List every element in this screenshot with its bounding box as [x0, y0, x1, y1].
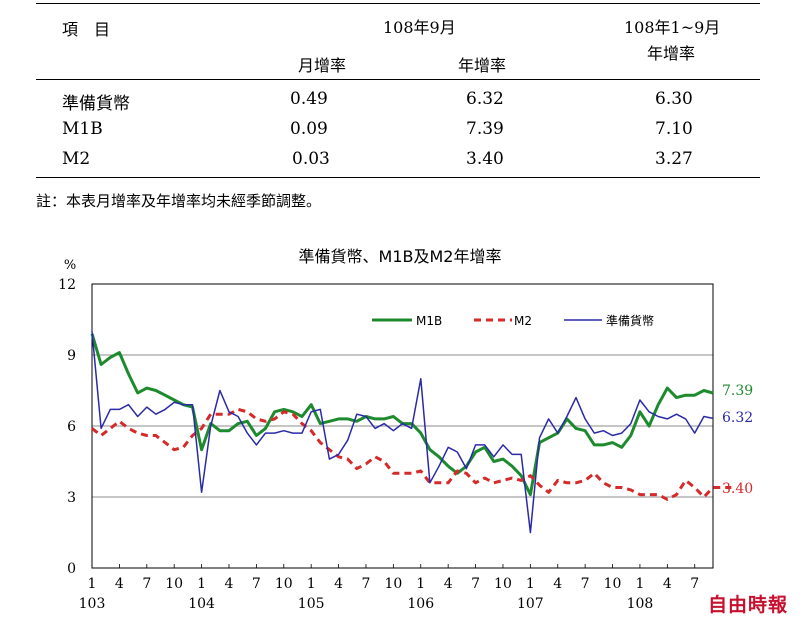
x-tick-label: 4: [115, 576, 124, 592]
series-line-reserve: [91, 331, 714, 534]
header-yearly: 年增率: [458, 56, 507, 75]
series-line-m1b: [90, 333, 714, 497]
end-label-m1b: 7.39: [722, 383, 753, 399]
grid-lines: [92, 354, 713, 498]
year-label: 104: [188, 596, 215, 612]
x-tick-label: 7: [471, 576, 480, 592]
x-tick-label: 4: [225, 576, 234, 592]
cell-yearly: 6.32: [466, 89, 504, 109]
legend-label-m1b: M1B: [416, 314, 442, 328]
plot-frame: [91, 283, 714, 569]
x-tick-label: 7: [252, 576, 261, 592]
year-label: 103: [79, 596, 106, 612]
year-label: 107: [517, 596, 544, 612]
y-tick-label: 0: [67, 561, 76, 577]
x-tick-label: 1: [635, 576, 644, 592]
end-value-labels: 7.39 6.32 3.40: [722, 383, 753, 497]
year-label: 108: [627, 596, 654, 612]
header-period-ytd: 108年1~9月: [624, 18, 721, 37]
cell-yearly: 7.39: [466, 119, 504, 139]
x-tick-label: 10: [275, 576, 293, 592]
x-tick-label: 7: [142, 576, 151, 592]
legend-label-m2: M2: [514, 314, 532, 328]
x-tick-label: 7: [581, 576, 590, 592]
x-tick-label: 1: [197, 576, 206, 592]
header-period-month: 108年9月: [383, 18, 456, 37]
y-tick-label: 3: [67, 490, 76, 506]
x-tick-label: 1: [526, 576, 535, 592]
x-tick-label: 4: [553, 576, 562, 592]
end-label-m2: 3.40: [722, 481, 753, 497]
legend: M1B M2 準備貨幣: [372, 313, 654, 328]
y-axis-unit: %: [64, 258, 76, 273]
y-tick-label: 6: [67, 419, 76, 435]
table-top-rule: [36, 3, 760, 4]
cell-ytd: 3.27: [655, 149, 693, 169]
x-tick-label: 10: [165, 576, 183, 592]
x-tick-label: 4: [334, 576, 343, 592]
series-lines: [90, 331, 732, 534]
row-label: 準備貨幣: [62, 94, 130, 114]
year-label: 105: [298, 596, 325, 612]
y-tick-label: 12: [58, 277, 76, 293]
year-label: 106: [407, 596, 434, 612]
x-tick-label: 4: [444, 576, 453, 592]
cell-monthly: 0.49: [290, 89, 328, 109]
x-tick-label: 7: [690, 576, 699, 592]
legend-label-reserve: 準備貨幣: [606, 313, 654, 328]
x-tick-label: 1: [307, 576, 316, 592]
watermark-logo: 自由時報: [708, 594, 789, 616]
header-monthly: 月增率: [298, 56, 347, 75]
end-label-reserve: 6.32: [722, 410, 753, 426]
table-header-rule: [36, 79, 760, 80]
x-tick-label: 10: [604, 576, 622, 592]
cell-monthly: 0.09: [290, 119, 328, 139]
table-note: 註：本表月增率及年增率均未經季節調整。: [36, 192, 322, 210]
x-tick-label: 10: [494, 576, 512, 592]
y-axis: 0 3 6 9 12: [58, 277, 76, 577]
x-tick-label: 4: [663, 576, 672, 592]
cell-ytd: 6.30: [655, 89, 693, 109]
chart-title: 準備貨幣、M1B及M2年增率: [299, 247, 502, 266]
x-tick-label: 10: [384, 576, 402, 592]
x-tick-label: 7: [362, 576, 371, 592]
row-label: M1B: [62, 119, 103, 139]
header-item: 項 目: [62, 20, 111, 39]
table-bottom-rule: [36, 177, 760, 178]
row-label: M2: [62, 149, 91, 169]
x-tick-label: 1: [416, 576, 425, 592]
y-tick-label: 9: [67, 348, 76, 364]
x-axis: 1 4 7 10 1 4 7 10 1 4 7 10 1 4 7 10 1 4 7 10 1 4 7 103 104 105 106…: [79, 564, 699, 612]
x-tick-label: 1: [88, 576, 97, 592]
header-ytd-yearly: 年增率: [647, 44, 696, 63]
cell-monthly: 0.03: [292, 149, 330, 169]
cell-ytd: 7.10: [655, 119, 693, 139]
cell-yearly: 3.40: [466, 149, 504, 169]
